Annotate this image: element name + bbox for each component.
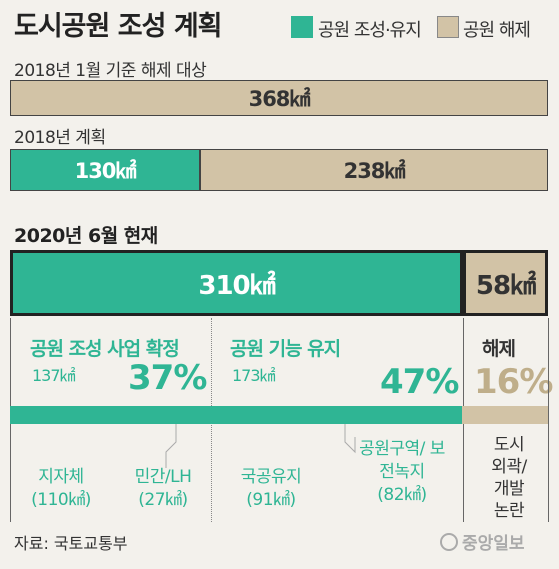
pane-title-confirmed: 공원 조성 사업 확정	[30, 338, 180, 360]
bar-row2-segment0: 310㎢	[10, 250, 463, 316]
sublabel-private-lh: 민간/LH (27㎢)	[118, 466, 208, 512]
publisher-logo-mark	[440, 532, 458, 551]
pane-value-maintained: 173㎢	[232, 366, 276, 385]
sublabel-local-gov-value: (110㎢)	[31, 490, 91, 510]
pane-value-confirmed: 137㎢	[32, 366, 76, 385]
connector-minkan	[165, 424, 177, 468]
pane-title-maintained: 공원 기능 유지	[230, 338, 341, 360]
breakdown-strip-0	[10, 406, 209, 424]
pane-title-released: 해제	[482, 338, 516, 360]
breakdown-strip-1	[209, 406, 462, 424]
row-label-2018-jan: 2018년 1월 기준 해제 대상	[14, 61, 207, 81]
bar-row2-segment1: 58㎢	[463, 250, 548, 316]
row-label-2020-jun: 2020년 6월 현재	[14, 225, 158, 247]
legend-swatch-tan	[437, 16, 459, 38]
sublabel-park-zone: 공원구역/ 보전녹지 (82㎢)	[352, 438, 452, 507]
breakdown-strip-2	[462, 406, 548, 424]
sublabel-park-zone-name: 공원구역/ 보전녹지	[359, 439, 445, 482]
legend-label-tan: 공원 해제	[463, 20, 531, 41]
publisher-logo: 중앙일보	[440, 529, 525, 554]
pane-percent-maintained: 47%	[380, 362, 459, 402]
connector-park-zone	[344, 424, 356, 454]
source-text: 자료: 국토교통부	[14, 534, 128, 553]
sublabel-state-land-value: (91㎢)	[246, 490, 296, 510]
bar-row1-segment1: 238㎢	[200, 149, 548, 191]
bar-row0-segment0: 368㎢	[10, 80, 548, 116]
sublabel-private-lh-value: (27㎢)	[138, 490, 188, 510]
sublabel-state-land: 국공유지 (91㎢)	[226, 466, 316, 512]
sublabel-state-land-name: 국공유지	[240, 467, 302, 487]
legend-label-green: 공원 조성·유지	[318, 20, 422, 41]
pane-percent-released: 16%	[474, 362, 553, 402]
publisher-logo-text: 중앙일보	[462, 534, 525, 554]
sublabel-local-gov: 지자체 (110㎢)	[26, 466, 96, 512]
divider-right	[548, 318, 549, 522]
pane-percent-confirmed: 37%	[128, 358, 207, 398]
sublabel-local-gov-name: 지자체	[38, 467, 84, 487]
chart-title: 도시공원 조성 계획	[14, 11, 223, 42]
row-label-2018-plan: 2018년 계획	[14, 128, 106, 148]
sublabel-private-lh-name: 민간/LH	[134, 467, 192, 487]
sublabel-park-zone-value: (82㎢)	[377, 485, 427, 505]
sublabel-released-note: 도시 외곽/ 개발 논란	[491, 435, 527, 521]
legend-swatch-green	[291, 16, 313, 38]
bar-row1-segment0: 130㎢	[10, 149, 200, 191]
